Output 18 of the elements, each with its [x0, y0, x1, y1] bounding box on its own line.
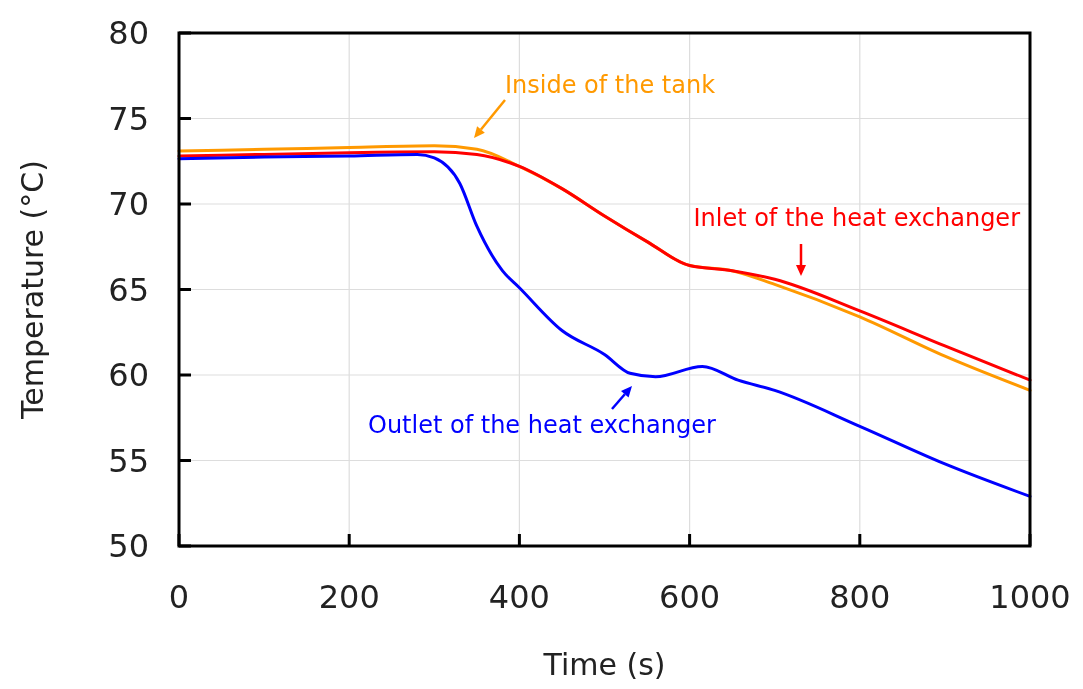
text: Inside of the tank: [505, 71, 716, 99]
legend-label: Outlet of the heat exchanger: [368, 411, 716, 439]
x-tick-label: 1000: [989, 578, 1071, 616]
x-tick-label: 800: [829, 578, 891, 616]
y-tick-label: 75: [108, 99, 149, 138]
x-tick-label: 200: [318, 578, 380, 616]
x-tick-label: 0: [168, 578, 190, 616]
x-tick-label: 400: [488, 578, 550, 616]
y-axis-title: Temperature (°C): [15, 160, 50, 420]
x-tick-label: 600: [659, 578, 721, 616]
y-tick-label: 80: [108, 14, 149, 53]
series-label: Inlet of the heat exchanger: [693, 204, 1021, 232]
y-tick-label: 55: [108, 441, 149, 480]
y-tick-label: 50: [108, 527, 149, 566]
x-axis-title: Time (s): [542, 647, 666, 682]
y-tick-label: 60: [108, 356, 149, 395]
y-tick-label: 70: [108, 185, 149, 224]
y-tick-label: 65: [108, 270, 149, 309]
